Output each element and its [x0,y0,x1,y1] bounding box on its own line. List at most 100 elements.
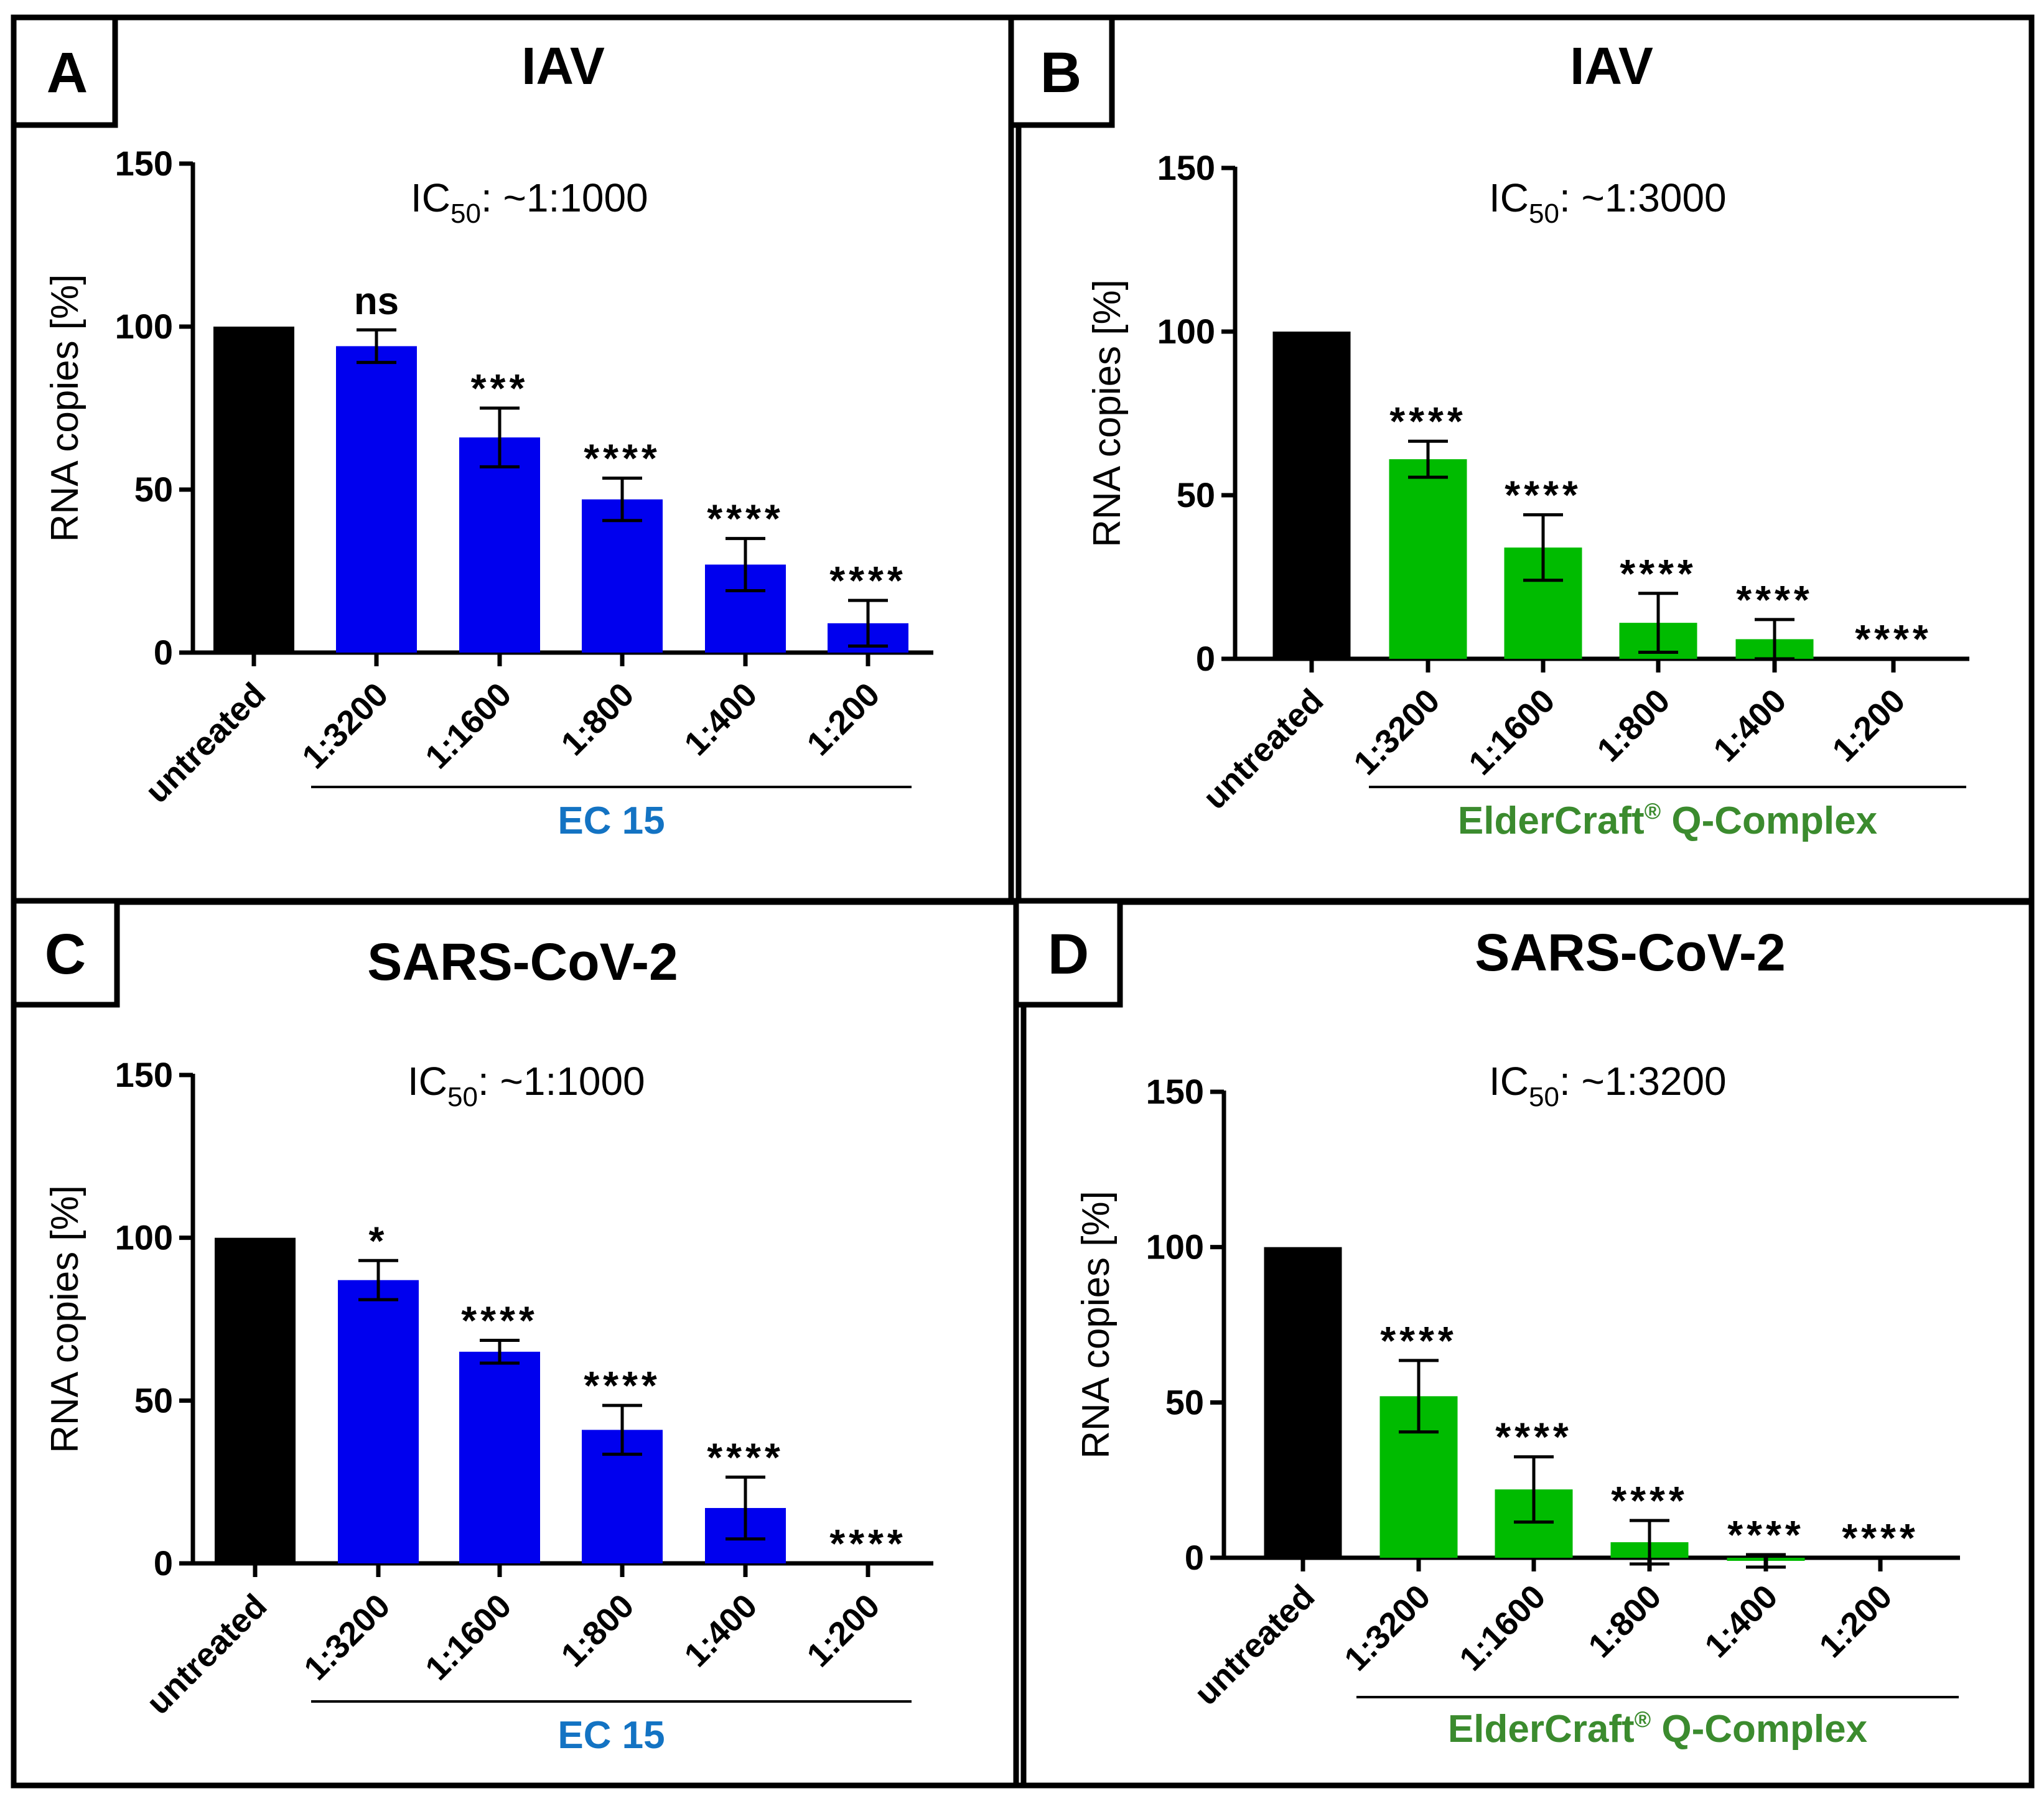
error-bar [1630,1519,1669,1566]
significance-label: **** [1611,1478,1688,1523]
significance-label: **** [1389,399,1467,444]
ic50-value: : ~1:1000 [481,175,648,220]
panel-frame [11,898,1027,1789]
x-tick-label: 1:800 [554,1587,641,1674]
group-label-name: EC 15 [558,799,665,842]
error-bar [1514,1455,1554,1524]
bar [1272,332,1351,659]
y-tick-label: 50 [134,1380,173,1420]
error-bar [1638,592,1678,654]
significance-label: **** [1736,577,1813,622]
panel-letter-box [11,14,118,128]
x-tick-label: 1:1600 [418,676,518,776]
y-tick-label: 100 [1146,1227,1204,1267]
panel-letter: D [1048,923,1089,986]
significance-label: **** [1505,473,1582,518]
group-label: EC 15 [558,799,665,842]
bar [338,1280,419,1563]
x-tick-label: 1:200 [800,676,887,763]
ic50-prefix: IC [1489,175,1529,220]
error-bar [726,1475,765,1541]
x-tick-label: untreated [138,676,273,810]
panel-letter: C [45,923,86,986]
x-tick-label: 1:1600 [1452,1578,1552,1678]
x-tick-label: 1:3200 [295,676,395,776]
y-tick-label: 150 [1157,148,1215,187]
significance-label: **** [1727,1512,1804,1557]
ic50-annotation: IC50: ~1:1000 [408,1059,645,1112]
significance-label: * [369,1218,388,1263]
y-axis-label: RNA copies [%] [1075,1191,1118,1459]
x-tick-label: untreated [139,1587,274,1721]
ic50-value: : ~1:1000 [478,1059,645,1104]
group-label: EC 15 [558,1714,665,1757]
y-tick-label: 0 [1196,639,1215,678]
x-tick-label: 1:400 [1697,1578,1785,1665]
significance-label: **** [1620,551,1697,596]
error-bar [848,598,888,648]
significance-label: **** [1842,1515,1919,1560]
y-tick-label: 50 [1177,475,1215,514]
ic50-prefix: IC [408,1059,447,1104]
group-label-suffix: Q-Complex [1651,1708,1867,1751]
significance-label: **** [1855,617,1932,661]
bar [582,499,663,653]
bar [1264,1247,1342,1558]
significance-label: **** [829,558,907,603]
x-tick-label: untreated [1187,1578,1322,1712]
x-tick-label: 1:800 [1581,1578,1668,1665]
ic50-subscript: 50 [1529,1082,1559,1112]
panel-letter-box [1008,14,1115,128]
significance-label: ns [354,280,399,323]
group-label: ElderCraft® Q-Complex [1448,1706,1868,1751]
chart-title: SARS-CoV-2 [1475,923,1785,982]
ic50-annotation: IC50: ~1:1000 [411,175,648,229]
chart-title: IAV [1570,37,1653,95]
ic50-prefix: IC [1489,1059,1529,1104]
panel-letter: B [1040,41,1081,105]
significance-label: **** [707,1435,784,1479]
error-bar [357,328,396,365]
significance-label: **** [707,496,784,541]
ic50-subscript: 50 [1529,198,1559,229]
x-tick-label: 1:1600 [1462,682,1562,782]
bar [215,1237,296,1563]
group-label: ElderCraft® Q-Complex [1458,798,1878,842]
y-tick-label: 100 [115,307,173,346]
y-axis-label: RNA copies [%] [44,1185,86,1453]
bar [213,327,294,653]
error-bar [480,1339,520,1365]
panel-frame [1013,898,2035,1789]
panel-letter-box [11,898,120,1008]
error-bar [1746,1553,1786,1569]
x-tick-label: 1:200 [1825,682,1912,769]
y-tick-label: 0 [154,1543,173,1583]
y-tick-label: 150 [115,1055,173,1094]
x-tick-label: 1:800 [1590,682,1677,769]
group-label-name: EC 15 [558,1714,665,1757]
ic50-value: : ~1:3200 [1559,1059,1727,1104]
error-bar [1399,1359,1439,1434]
y-tick-label: 0 [1185,1538,1204,1577]
error-bar [602,1403,642,1456]
error-bar [480,406,520,468]
group-label-trademark: ® [1635,1706,1651,1732]
x-tick-label: 1:3200 [1337,1578,1437,1678]
x-tick-label: 1:400 [677,1587,764,1674]
error-bar [726,537,765,592]
error-bar [1408,439,1448,479]
group-label-name: ElderCraft [1448,1708,1635,1751]
y-axis-label: RNA copies [%] [1086,279,1129,547]
significance-label: *** [471,366,529,411]
bar [336,346,417,653]
significance-label: **** [1380,1318,1457,1363]
x-tick-label: 1:800 [554,676,641,763]
x-tick-label: 1:200 [800,1587,887,1674]
x-tick-label: 1:200 [1812,1578,1899,1665]
significance-label: **** [584,1363,661,1408]
